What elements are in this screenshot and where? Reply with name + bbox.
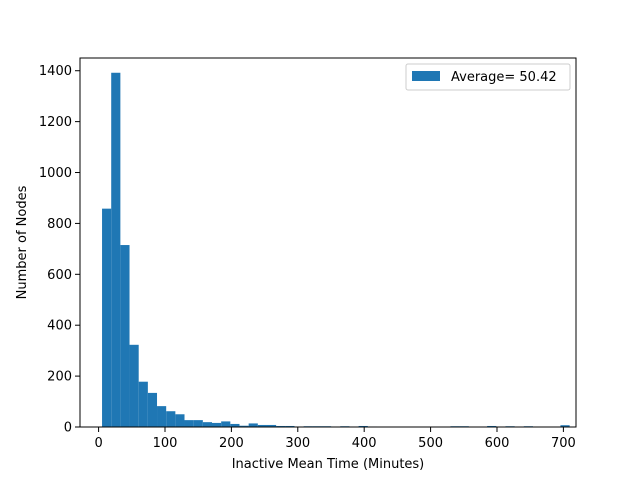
histogram-bar-13 bbox=[221, 421, 231, 427]
y-tick-label: 0 bbox=[64, 421, 72, 436]
histogram-bar-18 bbox=[266, 424, 277, 427]
x-tick-label: 700 bbox=[551, 436, 576, 451]
histogram-bar-19 bbox=[276, 425, 286, 427]
x-tick-label: 500 bbox=[418, 436, 443, 451]
histogram-bar-12 bbox=[212, 422, 222, 427]
y-tick-label: 1200 bbox=[39, 115, 72, 130]
histogram-bar-9 bbox=[184, 420, 194, 427]
histogram-bar-14 bbox=[230, 423, 240, 427]
x-tick-label: 600 bbox=[485, 436, 510, 451]
histogram-bar-2 bbox=[120, 245, 130, 427]
histogram-bar-3 bbox=[129, 344, 139, 427]
histogram-bar-1 bbox=[111, 72, 121, 427]
y-tick-label: 1000 bbox=[39, 166, 72, 181]
legend-entry-label: Average= 50.42 bbox=[451, 70, 557, 85]
x-tick-label: 400 bbox=[352, 436, 377, 451]
histogram-bar-32 bbox=[487, 425, 497, 427]
legend: Average= 50.42 bbox=[405, 63, 571, 91]
y-axis-label: Number of Nodes bbox=[15, 185, 30, 299]
x-axis-label: Inactive Mean Time (Minutes) bbox=[232, 457, 425, 472]
legend-swatch bbox=[412, 71, 440, 81]
y-tick-label: 800 bbox=[47, 217, 72, 232]
x-tick-label: 200 bbox=[219, 436, 244, 451]
plot-frame bbox=[79, 57, 577, 428]
x-tick-label: 100 bbox=[153, 436, 178, 451]
y-tick-label: 400 bbox=[47, 319, 72, 334]
y-tick-label: 1400 bbox=[39, 64, 72, 79]
histogram-bar-15 bbox=[239, 425, 249, 427]
histogram-bar-0 bbox=[102, 208, 112, 427]
legend-box bbox=[405, 63, 571, 91]
histogram-bar-7 bbox=[166, 411, 176, 427]
y-tick-label: 600 bbox=[47, 268, 72, 283]
histogram-bar-8 bbox=[175, 414, 185, 427]
y-axis-ticks: 0 200 400 600 800 1000 1200 1400 bbox=[39, 64, 80, 436]
histogram-bar-6 bbox=[157, 406, 167, 427]
histogram-bar-10 bbox=[193, 420, 203, 427]
histogram-bar-16 bbox=[248, 423, 258, 427]
bars-layer bbox=[102, 72, 570, 427]
histogram-bar-20 bbox=[285, 425, 295, 427]
histogram-bar-5 bbox=[147, 392, 158, 427]
x-axis-ticks: 0 100 200 300 400 500 600 700 bbox=[94, 427, 576, 451]
histogram-bar-11 bbox=[202, 422, 213, 427]
x-tick-label: 300 bbox=[285, 436, 310, 451]
x-tick-label: 0 bbox=[94, 436, 102, 451]
histogram-bar-35 bbox=[560, 425, 570, 427]
histogram-bar-28 bbox=[358, 425, 368, 427]
histogram-bar-17 bbox=[257, 424, 267, 427]
y-tick-label: 200 bbox=[47, 370, 72, 385]
histogram-bar-4 bbox=[138, 381, 148, 427]
